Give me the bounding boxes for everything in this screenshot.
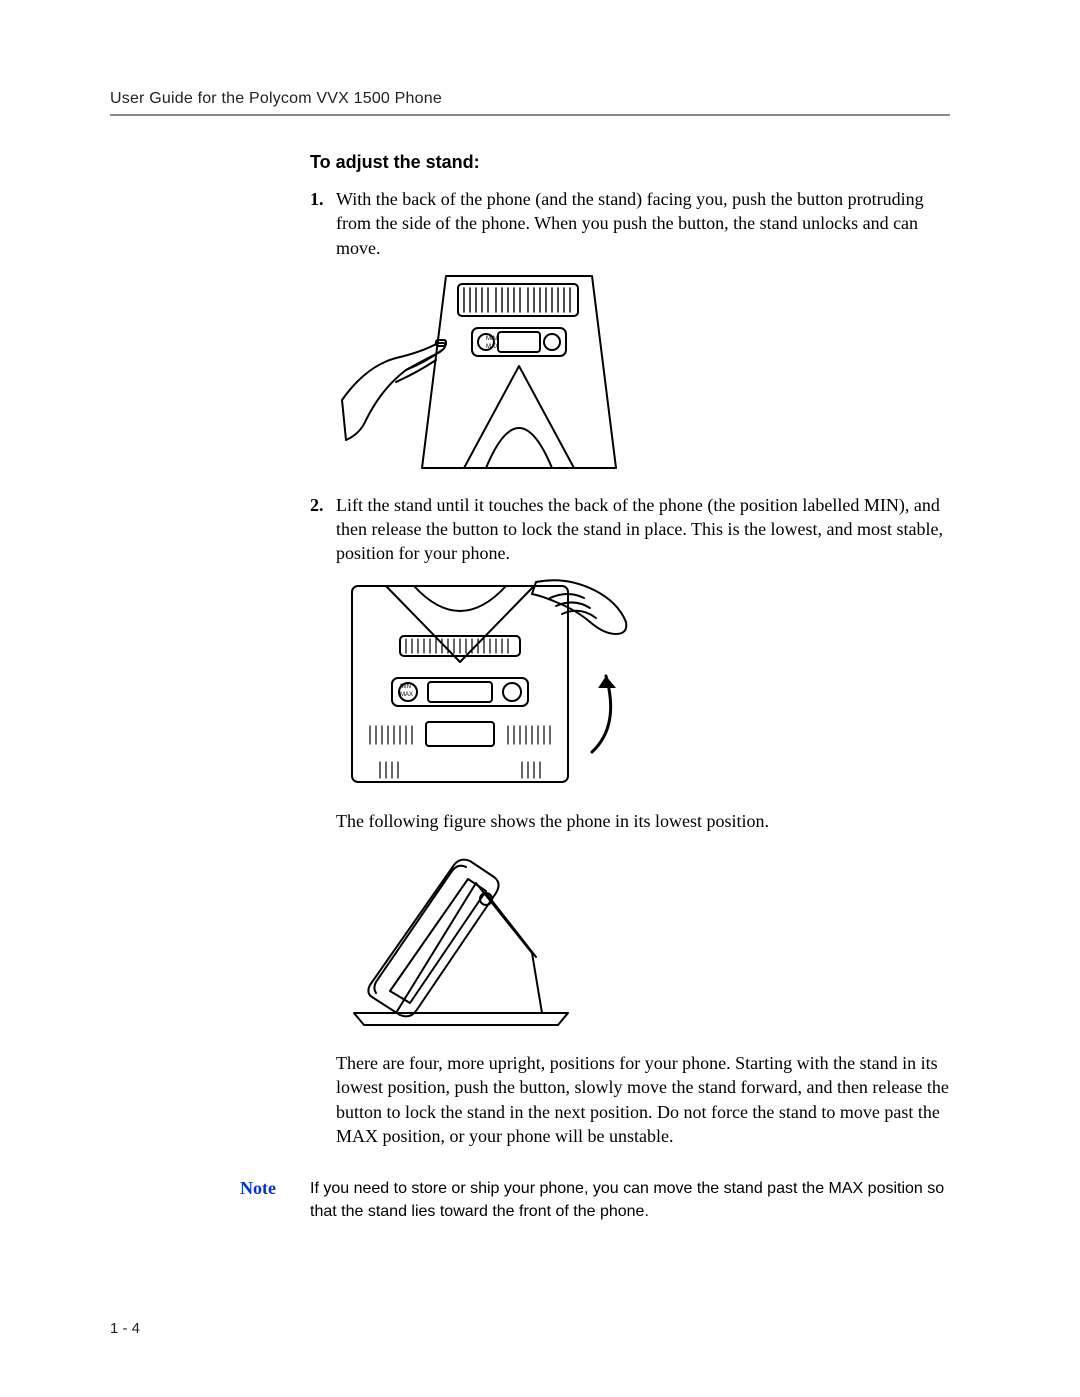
note-label: Note: [240, 1178, 310, 1199]
caption-after-fig2: The following figure shows the phone in …: [336, 809, 950, 833]
page: User Guide for the Polycom VVX 1500 Phon…: [0, 0, 1080, 1397]
fig2-max-label: MAX: [400, 692, 413, 698]
page-number: 1 - 4: [110, 1320, 140, 1337]
step-1-text: With the back of the phone (and the stan…: [336, 187, 950, 260]
fig1-min-label: MIN: [486, 336, 497, 342]
header-rule: [110, 114, 950, 116]
step-2-text: Lift the stand until it touches the back…: [336, 493, 950, 566]
caption-after-fig3: There are four, more upright, positions …: [336, 1051, 950, 1148]
step-1-number: 1.: [310, 187, 336, 260]
phone-lift-stand-illustration: MIN MAX: [336, 576, 636, 791]
step-2-number: 2.: [310, 493, 336, 566]
note-block: Note If you need to store or ship your p…: [240, 1178, 960, 1223]
running-head: User Guide for the Polycom VVX 1500 Phon…: [110, 90, 950, 108]
phone-rear-button-illustration: MIN MAX: [336, 270, 636, 475]
fig2-min-label: MIN: [400, 684, 411, 690]
step-1: 1. With the back of the phone (and the s…: [310, 187, 950, 260]
figure-3: [336, 843, 950, 1033]
section-title: To adjust the stand:: [310, 152, 950, 173]
note-text: If you need to store or ship your phone,…: [310, 1178, 960, 1223]
step-2: 2. Lift the stand until it touches the b…: [310, 493, 950, 566]
fig1-max-label: MAX: [486, 344, 499, 350]
figure-2: MIN MAX: [336, 576, 950, 791]
content-column: To adjust the stand: 1. With the back of…: [310, 152, 950, 1148]
phone-side-lowest-illustration: [336, 843, 586, 1033]
figure-1: MIN MAX: [336, 270, 950, 475]
